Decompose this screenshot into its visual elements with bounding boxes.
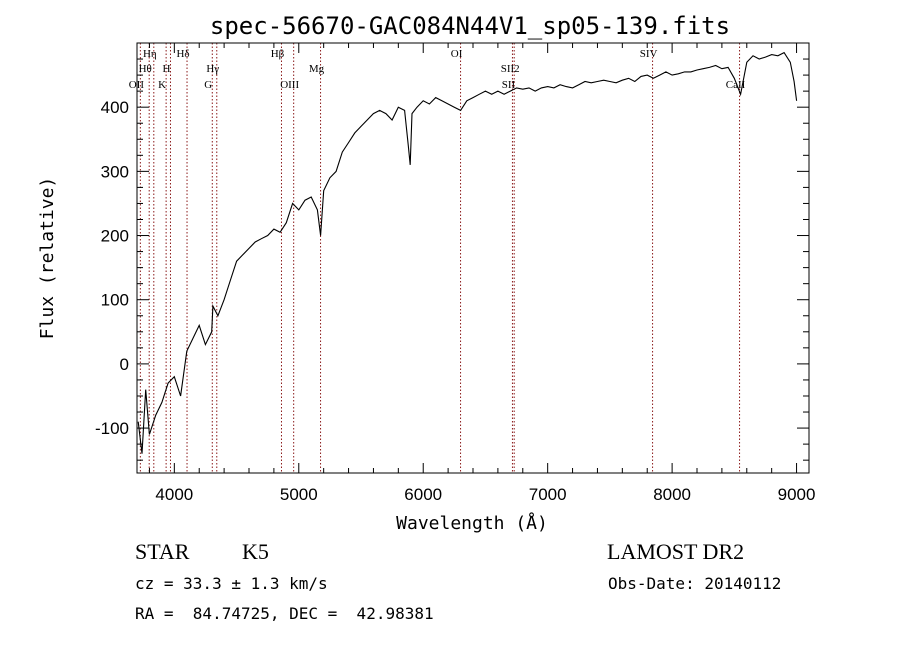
line-label: G [204, 79, 212, 91]
y-tick-label: 0 [120, 355, 129, 374]
coordinates: RA = 84.74725, DEC = 42.98381 [135, 604, 434, 623]
y-tick-label: -100 [95, 419, 129, 438]
y-tick-label: 400 [101, 98, 129, 117]
object-type: STAR [135, 539, 190, 564]
line-label: SII [502, 79, 516, 91]
obs-date: Obs-Date: 20140112 [608, 574, 782, 593]
survey: LAMOST DR2 [607, 539, 745, 564]
line-markers [139, 43, 741, 473]
y-tick-label: 200 [101, 227, 129, 246]
chart-title: spec-56670-GAC084N44V1_sp05-139.fits [210, 12, 730, 40]
line-label: Hγ [206, 63, 219, 75]
x-tick-label: 6000 [404, 485, 442, 504]
line-label: Hδ [176, 48, 189, 60]
line-label: Hθ [139, 63, 152, 75]
plot-frame [136, 42, 810, 474]
line-label: OI [451, 48, 463, 60]
subclass: K5 [242, 539, 269, 564]
x-tick-label: 9000 [778, 485, 816, 504]
line-label: Hβ [271, 48, 285, 60]
x-tick-label: 7000 [529, 485, 567, 504]
line-label: OIII [280, 79, 299, 91]
redshift-cz: cz = 33.3 ± 1.3 km/s [135, 574, 328, 593]
x-tick-label: 4000 [155, 485, 193, 504]
line-label: Mg [309, 63, 325, 75]
x-axis-label: Wavelength (Å) [396, 512, 548, 534]
line-label: SIV [640, 48, 658, 60]
line-label: Hη [143, 48, 157, 60]
line-label: K [158, 79, 166, 91]
y-tick-label: 100 [101, 291, 129, 310]
line-label: CaII [726, 79, 746, 91]
x-axis: 4000 5000 6000 7000 8000 9000 [148, 43, 816, 504]
y-axis: -100 0 100 200 300 400 [95, 58, 809, 461]
line-label: SII2 [501, 63, 520, 75]
x-tick-label: 8000 [653, 485, 691, 504]
spectrum-line [137, 51, 798, 454]
y-tick-label: 300 [101, 162, 129, 181]
x-tick-label: 5000 [280, 485, 318, 504]
y-axis-label: Flux (relative) [37, 177, 58, 340]
line-label: H [162, 63, 170, 75]
